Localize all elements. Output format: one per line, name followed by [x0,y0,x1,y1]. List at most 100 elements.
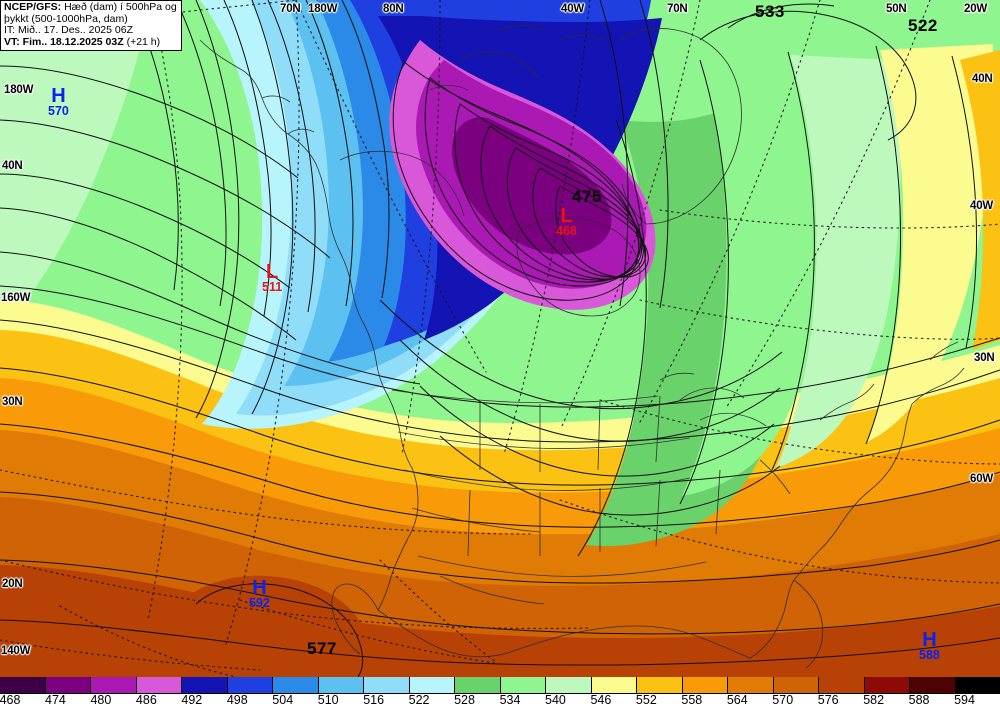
grid-label: 180W [4,84,34,96]
colorbar-tick-label: 528 [454,693,475,707]
grid-label: 80N [383,3,404,15]
colorbar-swatch [227,677,273,693]
low-value: 511 [262,280,283,294]
grid-label: 70N [280,3,301,15]
colorbar-tick-label: 504 [272,693,294,707]
high-value: 588 [919,648,940,662]
grid-label: 180W [308,3,338,15]
high-symbol: H [51,85,66,107]
colorbar: 468 474 480 486 492 498 504 510 516 522 528 534 540 5… [0,677,1000,707]
high-symbol: H [922,629,937,651]
model-label: NCEP/GFS: [4,1,62,13]
map-canvas[interactable]: 180W 40N 160W 30N 20N 140W 70N 180W 80N … [0,0,1000,677]
grid-label: 70N [667,3,688,15]
grid-label: 30N [974,352,995,364]
colorbar-swatch [0,677,46,693]
grid-label: 60W [970,473,994,485]
colorbar-tick-label: 468 [0,693,21,707]
grid-label: 30N [2,396,23,408]
grid-label: 40N [2,160,23,172]
pressure-centre-high: H 588 [919,630,940,662]
colorbar-swatch [819,677,865,693]
colorbar-tick-label: 522 [408,693,430,707]
colorbar-swatch [364,677,410,693]
grid-label: 140W [1,645,31,657]
pressure-centre-low: L 468 [556,206,577,238]
grid-label: 20W [964,3,988,15]
colorbar-ticks: 468 474 480 486 492 498 504 510 516 522 528 534 540 5… [0,693,1000,707]
colorbar-swatches [0,677,1000,694]
colorbar-swatch [455,677,501,693]
low-value: 468 [556,224,577,238]
colorbar-swatch [637,677,683,693]
grid-label: 160W [1,292,31,304]
fill-540-tongue [776,55,901,468]
colorbar-swatch [318,677,364,693]
colorbar-swatch [136,677,182,693]
colorbar-tick-label: 564 [726,693,748,707]
low-symbol: L [560,205,573,227]
colorbar-tick-label: 552 [635,693,657,707]
colorbar-tick-label: 558 [681,693,703,707]
colorbar-tick-label: 576 [817,693,839,707]
colorbar-swatch [45,677,91,693]
grid-label: 40N [972,73,993,85]
header-line-4: VT: Fim.. 18.12.2025 03Z (+21 h) [4,35,177,49]
colorbar-swatch [546,677,592,693]
map-header-box: NCEP/GFS: Hæð (dam) í 500hPa og þykkt (5… [0,0,182,52]
contour-value-label: 577 [307,639,337,658]
colorbar-tick-label: 570 [772,693,794,707]
grid-label: 50N [886,3,907,15]
colorbar-tick-label: 546 [590,693,612,707]
low-symbol: L [265,261,279,283]
pressure-centre-high: H 592 [249,578,270,610]
colorbar-tick-label: 480 [90,693,112,707]
header-valid-time: VT: Fim.. 18.12.2025 03Z [4,35,124,48]
colorbar-swatch [773,677,819,693]
contour-value-label: 475 [572,187,602,206]
colorbar-swatch [91,677,137,693]
colorbar-tick-label: 474 [45,693,66,707]
colorbar-tick-label: 498 [226,693,248,707]
fill-474 [452,116,612,255]
colorbar-tick-label: 582 [863,693,885,707]
map-svg [0,0,1000,677]
colorbar-swatch [500,677,546,693]
colorbar-swatch [682,677,728,693]
colorbar-tick-label: 588 [908,693,930,707]
colorbar-swatch [864,677,910,693]
contour-lines [0,0,1000,677]
grid-label: 40W [561,3,585,15]
header-line-2: þykkt (500-1000hPa, dam) [4,12,128,25]
high-value: 570 [48,104,69,118]
grid-label: 40W [970,200,994,212]
colorbar-swatch [182,677,228,693]
colorbar-tick-label: 516 [363,693,385,707]
fill-534b [0,0,95,262]
pressure-centre-high: H 570 [48,86,69,118]
contour-value-label: 533 [755,2,785,21]
graticule [0,0,1000,677]
colorbar-tick-label: 540 [545,693,566,707]
header-line-1-rest: Hæð (dam) í 500hPa og [61,1,177,13]
colorbar-tick-label: 486 [135,693,157,707]
fill-552-tongue [960,50,1000,350]
header-line-1: NCEP/GFS: Hæð (dam) í 500hPa og [4,1,177,14]
fill-546-tongue [867,44,993,442]
colorbar-swatch [728,677,774,693]
high-symbol: H [252,577,267,599]
pressure-centre-low: L 511 [262,262,282,294]
contour-value-label: 522 [908,16,938,35]
colorbar-tick-label: 534 [499,693,521,707]
colorbar-tick-label: 510 [317,693,339,707]
colorbar-swatch [955,677,1000,693]
grid-label: 20N [2,578,23,590]
header-lead-time: (+21 h) [123,35,161,48]
colorbar-swatch [273,677,319,693]
coastlines [199,25,965,669]
high-value: 592 [249,596,270,610]
colorbar-swatch [409,677,455,693]
colorbar-swatch [591,677,637,693]
header-init-time: IT: Mið.. 17. Des.. 2025 06Z [4,24,133,37]
